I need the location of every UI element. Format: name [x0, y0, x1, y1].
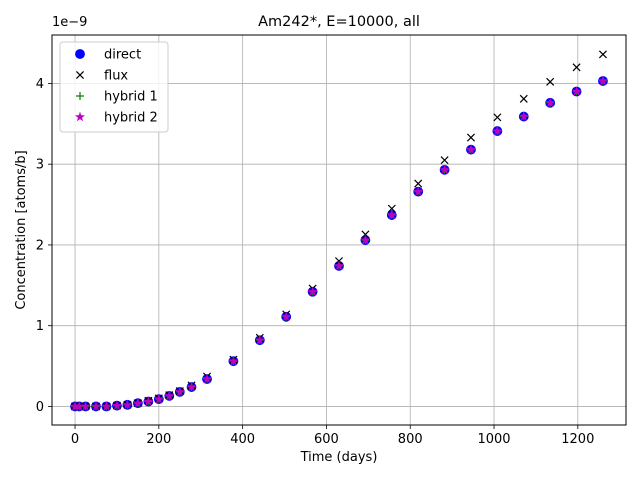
- data-point: [413, 186, 424, 196]
- plot-frame: [51, 34, 627, 426]
- data-point: [572, 63, 581, 72]
- legend-marker: [75, 49, 85, 59]
- y-tick-label: 1: [36, 319, 44, 334]
- data-point: [439, 164, 450, 175]
- data-point: [360, 234, 371, 245]
- data-point: [307, 286, 318, 297]
- data-point: [466, 133, 476, 142]
- data-point: [598, 50, 607, 59]
- data-point: [440, 156, 449, 165]
- legend: direct flux hybrid 1 hybrid 2: [59, 41, 169, 133]
- x-tick-label: 600: [314, 432, 339, 447]
- y-tick-label: 4: [36, 77, 44, 92]
- data-point: [202, 373, 213, 384]
- data-point: [414, 179, 423, 188]
- data-point: [153, 393, 164, 404]
- data-point: [254, 334, 265, 345]
- x-tick-label: 200: [146, 432, 171, 447]
- data-point: [143, 396, 154, 406]
- data-point: [281, 311, 292, 322]
- data-point: [228, 355, 239, 366]
- x-tick-label: 800: [398, 432, 423, 447]
- x-tick-label: 1000: [477, 432, 510, 447]
- x-tick-label: 400: [230, 432, 255, 447]
- data-point: [186, 381, 197, 392]
- data-marks: [70, 50, 608, 412]
- y-tick-label: 3: [36, 158, 44, 173]
- data-point: [122, 399, 133, 410]
- data-point: [132, 397, 143, 408]
- data-point: [597, 75, 608, 86]
- legend-label: hybrid 2: [104, 111, 158, 126]
- x-axis-label: Time (days): [300, 450, 378, 465]
- legend-box: [59, 41, 169, 133]
- data-point: [493, 113, 502, 122]
- legend-label: direct: [104, 48, 141, 63]
- y-tick-label: 0: [36, 400, 44, 415]
- y-tick-label: 2: [36, 238, 44, 253]
- data-point: [80, 401, 91, 411]
- data-point: [387, 204, 396, 213]
- series-hybrid-2: [70, 75, 608, 411]
- data-point: [101, 401, 112, 411]
- legend-label: flux: [104, 69, 128, 84]
- data-point: [334, 260, 344, 271]
- x-tick-label: 0: [71, 432, 79, 447]
- chart-title: Am242*, E=10000, all: [258, 14, 420, 30]
- data-point: [492, 125, 503, 136]
- data-point: [519, 94, 528, 103]
- legend-marker: [75, 70, 85, 80]
- data-point: [91, 401, 101, 411]
- data-point: [465, 144, 476, 154]
- y-axis-offset-label: 1e−9: [52, 15, 87, 30]
- data-point: [518, 111, 529, 121]
- data-point: [361, 230, 370, 239]
- legend-label: hybrid 1: [104, 90, 158, 105]
- data-point: [571, 86, 582, 96]
- legend-marker: [76, 92, 84, 100]
- axis-ticks: 0 200 400 600 800 1000 1200 0 1 2 3 4: [36, 77, 595, 447]
- x-tick-label: 1200: [561, 432, 594, 447]
- y-axis-label: Concentration [atoms/b]: [14, 150, 29, 309]
- data-point: [545, 97, 556, 108]
- legend-marker: [75, 111, 85, 122]
- data-point: [174, 386, 185, 397]
- data-point: [386, 209, 397, 220]
- data-point: [111, 400, 122, 410]
- data-point: [546, 77, 555, 86]
- data-point: [164, 390, 175, 401]
